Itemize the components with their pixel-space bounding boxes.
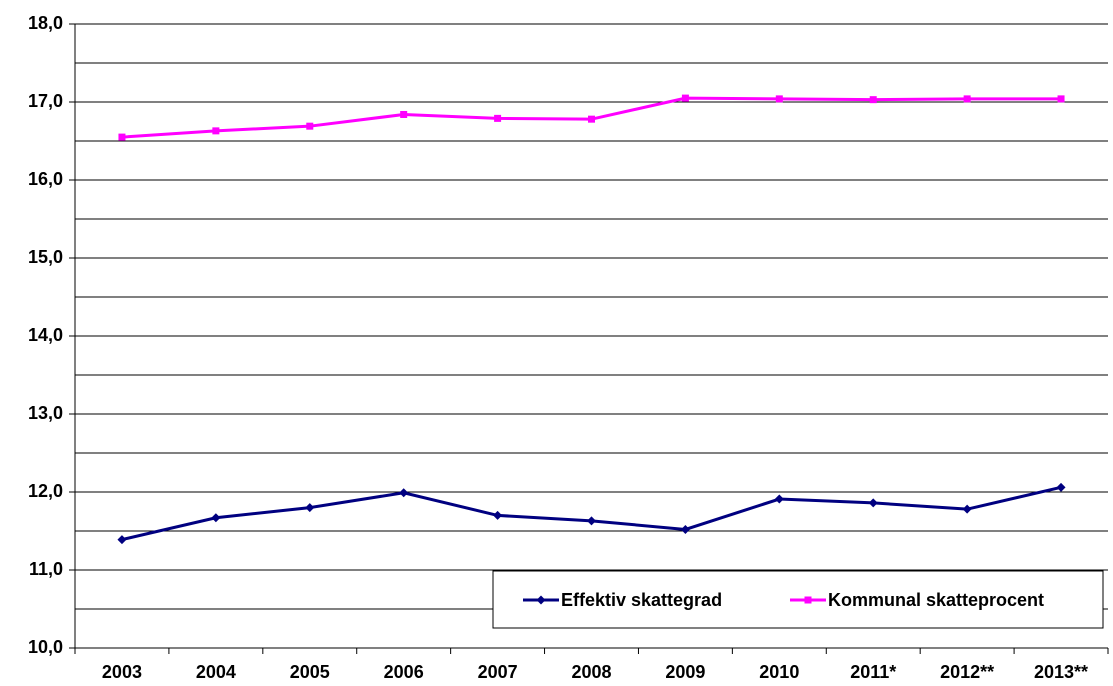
x-tick-label: 2004 bbox=[196, 662, 236, 682]
marker bbox=[1056, 482, 1066, 492]
y-tick-label: 12,0 bbox=[28, 481, 63, 501]
x-tick-label: 2010 bbox=[759, 662, 799, 682]
marker bbox=[775, 95, 783, 103]
x-tick-label: 2013** bbox=[1034, 662, 1088, 682]
marker bbox=[681, 94, 689, 102]
marker bbox=[963, 95, 971, 103]
x-tick-label: 2011* bbox=[850, 662, 896, 682]
marker bbox=[1057, 95, 1065, 103]
plot bbox=[117, 94, 1066, 545]
x-tick-label: 2012** bbox=[940, 662, 994, 682]
marker bbox=[536, 595, 546, 605]
marker bbox=[587, 516, 596, 526]
marker bbox=[211, 513, 221, 523]
legend-label: Kommunal skatteprocent bbox=[828, 590, 1044, 610]
x-tick-label: 2005 bbox=[290, 662, 330, 682]
marker bbox=[212, 127, 220, 135]
marker bbox=[588, 115, 595, 123]
grid bbox=[75, 23, 1108, 649]
x-tick-label: 2009 bbox=[665, 662, 705, 682]
series-line bbox=[121, 485, 1062, 542]
marker bbox=[868, 498, 878, 508]
marker bbox=[494, 114, 502, 122]
y-tick-label: 15,0 bbox=[28, 247, 63, 267]
marker bbox=[493, 510, 503, 520]
marker bbox=[400, 110, 408, 118]
marker bbox=[962, 504, 972, 514]
legend: Effektiv skattegrad Kommunal skatteprocen… bbox=[492, 570, 1104, 629]
y-tick-label: 17,0 bbox=[28, 91, 63, 111]
marker bbox=[869, 96, 877, 104]
y-tick-label: 18,0 bbox=[28, 13, 63, 33]
x-tick-label: 2006 bbox=[384, 662, 424, 682]
x-tick-label: 2007 bbox=[478, 662, 518, 682]
marker bbox=[680, 524, 690, 534]
legend-label: Effektiv skattegrad bbox=[561, 590, 722, 610]
y-tick-label: 11,0 bbox=[29, 559, 63, 579]
y-tick-label: 13,0 bbox=[28, 403, 63, 423]
marker bbox=[305, 503, 315, 513]
marker bbox=[804, 596, 812, 604]
x-tick-label: 2008 bbox=[571, 662, 611, 682]
y-tick-label: 10,0 bbox=[28, 637, 63, 657]
x-tick-label: 2003 bbox=[102, 662, 142, 682]
y-tick-label: 14,0 bbox=[28, 325, 63, 345]
marker bbox=[306, 122, 314, 130]
marker bbox=[774, 494, 784, 504]
marker bbox=[118, 133, 126, 141]
y-tick-label: 16,0 bbox=[28, 169, 63, 189]
marker bbox=[399, 488, 409, 498]
marker bbox=[117, 535, 127, 545]
